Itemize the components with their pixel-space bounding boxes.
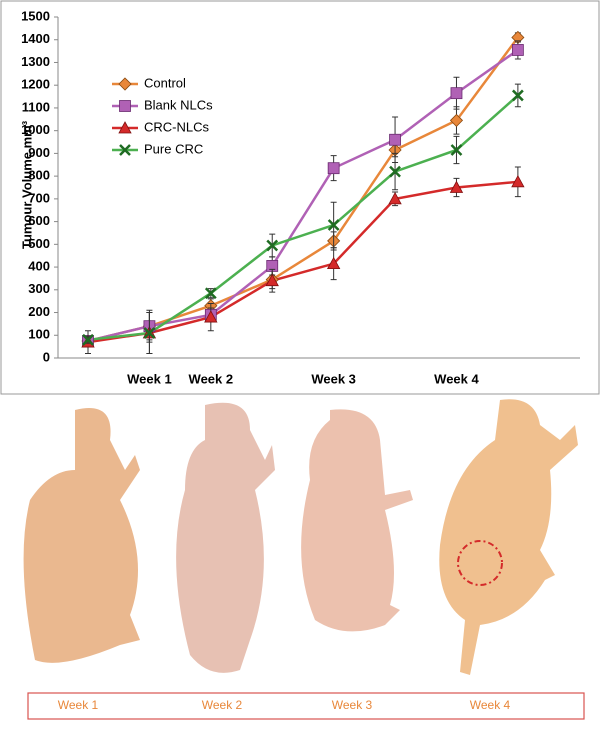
y-tick-label: 900 [28, 145, 50, 160]
y-tick-label: 1500 [21, 8, 50, 23]
marker [118, 77, 132, 91]
photo-label: Week 3 [332, 698, 373, 712]
y-tick-label: 400 [28, 259, 50, 274]
label-box [27, 692, 585, 720]
y-tick-label: 300 [28, 281, 50, 296]
marker [389, 165, 401, 178]
y-tick-label: 600 [28, 213, 50, 228]
mouse [176, 402, 275, 673]
marker [327, 219, 340, 231]
x-tick-label: Week 2 [189, 371, 234, 386]
marker [143, 327, 156, 339]
y-tick-label: 700 [28, 190, 50, 205]
marker [327, 162, 340, 175]
y-tick-label: 1100 [22, 99, 50, 114]
tumour-marker [457, 540, 503, 586]
y-tick-label: 200 [28, 304, 50, 319]
y-tick-label: 0 [43, 349, 50, 364]
marker [204, 310, 218, 323]
marker [119, 144, 131, 156]
legend-label: CRC-NLCs [144, 119, 210, 134]
y-tick-label: 800 [28, 168, 50, 183]
marker [82, 333, 94, 346]
marker [388, 192, 402, 205]
series-line [87, 48, 519, 343]
mouse [23, 408, 141, 663]
series-line [87, 94, 519, 342]
x-tick-label: Week 3 [311, 371, 356, 386]
x-tick-label: Week 4 [434, 371, 479, 386]
marker [511, 174, 525, 188]
marker [511, 89, 524, 102]
marker [511, 44, 524, 56]
series-line [87, 180, 518, 344]
marker [266, 239, 279, 252]
y-tick-label: 1400 [21, 31, 50, 46]
mouse [301, 409, 413, 632]
mice-photos [23, 399, 585, 720]
mouse [439, 399, 578, 675]
marker [265, 273, 279, 287]
legend-label: Control [144, 75, 186, 90]
marker [204, 287, 217, 300]
marker [326, 256, 341, 270]
series-line [87, 36, 519, 343]
photo-label: Week 4 [470, 698, 511, 712]
marker [449, 113, 464, 128]
photo-label: Week 1 [58, 698, 99, 712]
marker [118, 121, 132, 134]
y-tick-label: 100 [28, 327, 50, 342]
marker [449, 180, 464, 193]
marker [450, 87, 463, 100]
y-tick-label: 1200 [21, 77, 50, 92]
legend-label: Pure CRC [144, 141, 203, 156]
chart-frame [0, 0, 600, 395]
marker [119, 100, 131, 112]
x-tick-label: Week 1 [127, 371, 172, 386]
photo-label: Week 2 [202, 698, 243, 712]
y-axis-label: Tumour Volume mm³ [19, 120, 34, 249]
y-tick-label: 1000 [21, 122, 50, 137]
y-tick-label: 1300 [21, 54, 50, 69]
marker [389, 133, 401, 146]
marker [450, 144, 463, 156]
legend-label: Blank NLCs [144, 97, 213, 112]
y-tick-label: 500 [28, 236, 50, 251]
